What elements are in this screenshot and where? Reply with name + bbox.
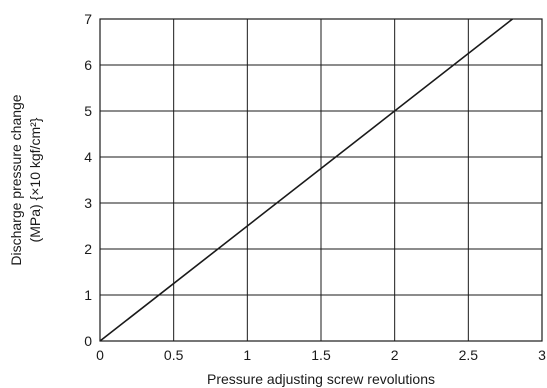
x-tick-label: 1.5 bbox=[311, 347, 331, 363]
x-tick-label: 1 bbox=[243, 347, 251, 363]
y-tick-label: 2 bbox=[84, 241, 92, 257]
x-tick-label: 2.5 bbox=[459, 347, 479, 363]
y-tick-label: 5 bbox=[84, 103, 92, 119]
y-tick-label: 0 bbox=[84, 333, 92, 349]
y-axis-label: Discharge pressure change (MPa) {×10 kgf… bbox=[8, 94, 43, 265]
x-tick-label: 0 bbox=[96, 347, 104, 363]
x-tick-label: 3 bbox=[538, 347, 546, 363]
x-tick-labels: 0 0.5 1 1.5 2 2.5 3 bbox=[96, 347, 546, 363]
y-tick-labels: 0 1 2 3 4 5 6 7 bbox=[84, 11, 92, 349]
x-tick-label: 0.5 bbox=[164, 347, 184, 363]
y-axis-label-line-1: Discharge pressure change bbox=[8, 94, 24, 265]
plot-frame bbox=[99, 18, 543, 342]
y-axis-label-line-2: (MPa) {×10 kgf/cm²} bbox=[27, 117, 43, 242]
x-axis-label: Pressure adjusting screw revolutions bbox=[207, 371, 435, 387]
x-tick-label: 2 bbox=[391, 347, 399, 363]
y-tick-label: 1 bbox=[84, 287, 92, 303]
y-tick-label: 7 bbox=[84, 11, 92, 27]
series-group bbox=[99, 18, 514, 342]
y-tick-label: 3 bbox=[84, 195, 92, 211]
y-tick-label: 6 bbox=[84, 57, 92, 73]
y-tick-label: 4 bbox=[84, 149, 92, 165]
grid bbox=[100, 19, 542, 341]
series-line bbox=[99, 18, 514, 342]
